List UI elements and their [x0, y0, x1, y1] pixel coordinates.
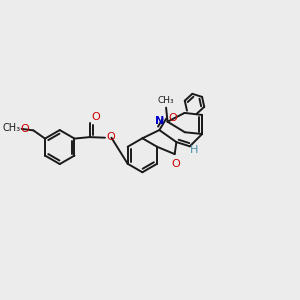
Text: CH₃: CH₃	[158, 96, 174, 105]
Text: N: N	[155, 116, 164, 126]
Text: O: O	[91, 112, 100, 122]
Text: H: H	[190, 146, 199, 155]
Text: CH₃: CH₃	[2, 123, 20, 133]
Text: O: O	[106, 132, 115, 142]
Text: O: O	[168, 113, 177, 123]
Text: O: O	[172, 159, 180, 169]
Text: O: O	[21, 124, 29, 134]
